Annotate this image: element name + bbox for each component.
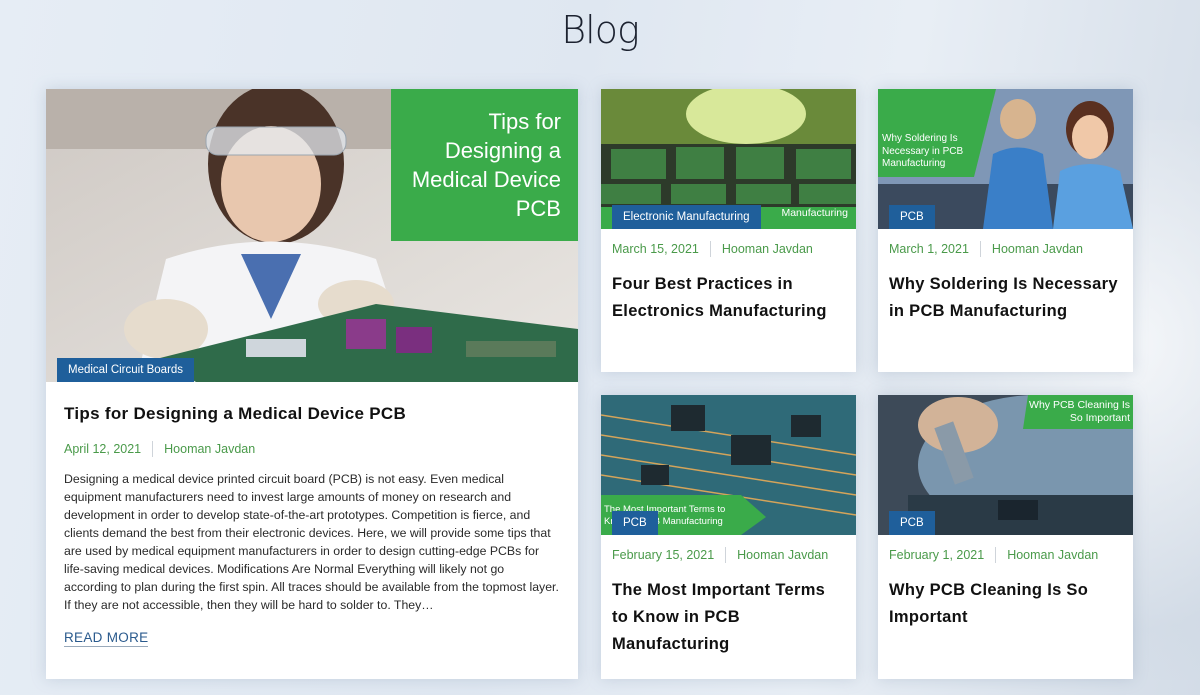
- featured-post-card[interactable]: Tips for Designing a Medical Device PCB …: [46, 89, 578, 679]
- post-image[interactable]: Why Soldering Is Necessary in PCB Manufa…: [878, 89, 1133, 229]
- meta-divider: [995, 547, 997, 563]
- post-title[interactable]: The Most Important Terms to Know in PCB …: [612, 581, 826, 653]
- meta-divider: [152, 441, 154, 457]
- post-meta: February 15, 2021 Hooman Javdan: [612, 547, 845, 563]
- post-image-overlay-text: Why Soldering Is Necessary in PCB Manufa…: [882, 133, 964, 169]
- featured-post-image[interactable]: Tips for Designing a Medical Device PCB …: [46, 89, 578, 382]
- meta-divider: [725, 547, 727, 563]
- post-author[interactable]: Hooman Javdan: [991, 242, 1083, 256]
- post-meta: February 1, 2021 Hooman Javdan: [889, 547, 1122, 563]
- post-author[interactable]: Hooman Javdan: [737, 548, 829, 562]
- category-tag[interactable]: PCB: [889, 511, 935, 535]
- page-title: Blog: [561, 8, 640, 52]
- category-tag[interactable]: PCB: [612, 511, 658, 535]
- post-card[interactable]: The Most Important Terms to Know in PCB …: [601, 395, 856, 679]
- post-date: April 12, 2021: [64, 442, 142, 456]
- post-date: February 1, 2021: [889, 548, 985, 562]
- post-meta: March 1, 2021 Hooman Javdan: [889, 241, 1122, 257]
- meta-divider: [709, 241, 711, 257]
- post-title[interactable]: Why Soldering Is Necessary in PCB Manufa…: [889, 275, 1118, 320]
- post-image-overlay-text: The Most Important Terms to Know in PCB …: [604, 504, 726, 527]
- post-excerpt: Designing a medical device printed circu…: [64, 472, 559, 612]
- post-author[interactable]: Hooman Javdan: [164, 442, 256, 456]
- featured-image-banner: [391, 89, 578, 241]
- read-more-link[interactable]: READ MORE: [64, 630, 149, 647]
- post-image-overlay-text: Manufacturing: [781, 207, 848, 219]
- post-date: March 1, 2021: [889, 242, 969, 256]
- post-meta: March 15, 2021 Hooman Javdan: [612, 241, 845, 257]
- post-image[interactable]: Why PCB Cleaning Is So Important PCB: [878, 395, 1133, 535]
- category-tag[interactable]: PCB: [889, 205, 935, 229]
- post-card[interactable]: Why PCB Cleaning Is So Important PCB Feb…: [878, 395, 1133, 679]
- featured-post-title[interactable]: Tips for Designing a Medical Device PCB: [64, 404, 407, 423]
- post-meta: April 12, 2021 Hooman Javdan: [64, 441, 560, 457]
- category-tag[interactable]: Medical Circuit Boards: [57, 358, 195, 382]
- post-image-overlay-text: Why PCB Cleaning Is So Important: [1029, 399, 1130, 424]
- featured-image-overlay-text: Tips for Designing a Medical Device PCB: [411, 109, 561, 221]
- category-tag[interactable]: Electronic Manufacturing: [612, 205, 761, 229]
- post-card[interactable]: Why Soldering Is Necessary in PCB Manufa…: [878, 89, 1133, 372]
- meta-divider: [979, 241, 981, 257]
- post-image[interactable]: Manufacturing Electronic Manufacturing: [601, 89, 856, 229]
- post-date: March 15, 2021: [612, 242, 699, 256]
- post-date: February 15, 2021: [612, 548, 715, 562]
- post-title[interactable]: Four Best Practices in Electronics Manuf…: [612, 275, 827, 320]
- post-card[interactable]: Manufacturing Electronic Manufacturing M…: [601, 89, 856, 372]
- post-author[interactable]: Hooman Javdan: [721, 242, 813, 256]
- post-title[interactable]: Why PCB Cleaning Is So Important: [889, 581, 1089, 626]
- post-image[interactable]: The Most Important Terms to Know in PCB …: [601, 395, 856, 535]
- post-author[interactable]: Hooman Javdan: [1007, 548, 1099, 562]
